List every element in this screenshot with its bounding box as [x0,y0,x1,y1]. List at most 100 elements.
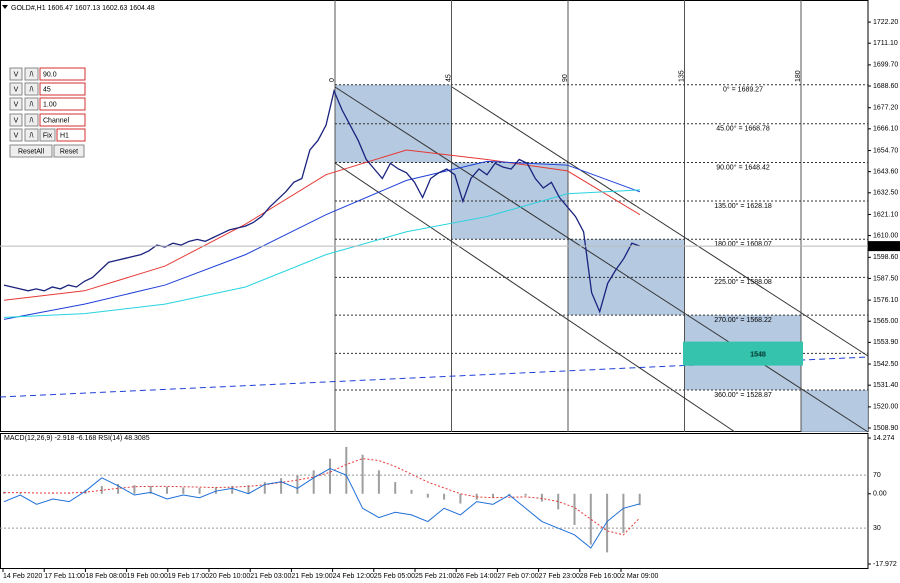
rsi-line [3,467,640,549]
moving-average [3,160,641,320]
up-button[interactable] [9,128,23,142]
down-button-label: /\ [30,86,34,93]
reset-button-label: Reset [60,148,78,155]
y-tick-label: 1565.00 [873,318,898,325]
up-button-label: V [14,132,19,139]
x-tick-label: 27 Feb 07:00 [497,573,538,580]
moving-average [3,149,641,301]
reset-button[interactable] [53,144,85,158]
down-button[interactable] [24,82,39,96]
param-field[interactable] [39,113,86,127]
channel-line [334,162,736,433]
x-tick-label: 28 Feb 16:00 [580,573,621,580]
level-label: 360.00° = 1528.87 [714,391,772,399]
x-tick-label: 18 Feb 08:00 [85,573,126,580]
y-tick-label: 14.274 [873,435,895,442]
down-button[interactable] [24,97,39,111]
indicator-frame [0,433,869,569]
level-label: 135.00° = 1628.18 [714,202,772,210]
y-tick-label: 1711.10 [873,40,898,47]
x-tick-label: 24 Feb 12:00 [333,573,374,580]
main-frame [0,0,869,432]
reset-all-button-label: ResetAll [18,148,45,155]
highlight-label: 1548 [750,351,766,358]
x-tick-label: 25 Feb 21:00 [415,573,456,580]
up-button[interactable] [9,113,23,127]
fix-button-label: Fix [43,132,53,139]
up-button-label: V [14,101,19,108]
fix-button[interactable] [39,128,56,142]
high: 1607.13 [75,5,100,12]
symbol: GOLD#,H1 [11,5,46,12]
x-tick-label: 21 Feb 03:00 [250,573,291,580]
up-button[interactable] [9,97,23,111]
y-tick-label: 1722.20 [873,19,898,26]
param-field[interactable] [39,82,86,96]
channel-line [334,86,869,433]
y-tick-label: 1654.70 [873,147,898,154]
signal-value: -6.168 [76,435,96,442]
x-tick-label: 27 Feb 23:00 [539,573,580,580]
level-label: 45.00° = 1668.78 [716,125,770,133]
y2-tick-label: 70 [873,472,881,479]
indicator-header: MACD(12,26,9) -2.918 -6.168 RSI(14) 48.3… [4,435,150,442]
y-tick-label: 1610.00 [873,232,898,239]
y2-tick-label: 30 [873,525,881,532]
y-tick-label: 1576.10 [873,297,898,304]
up-button[interactable] [9,82,23,96]
period-field[interactable] [56,128,86,142]
down-button-label: /\ [30,132,34,139]
y-tick-label: 1542.50 [873,361,898,368]
y-tick-label: 1632.50 [873,190,898,197]
price-tag [868,241,900,252]
param-field[interactable] [39,67,86,81]
macd-value: -2.918 [55,435,75,442]
param-field[interactable] [39,97,86,111]
param-field-label: 1.00 [43,101,57,108]
time-zone-label: 90 [562,74,569,82]
x-tick-label: 21 Feb 19:00 [291,573,332,580]
up-button-label: V [14,71,19,78]
param-field-label: 90.0 [43,71,57,78]
down-button[interactable] [24,128,39,142]
up-button[interactable] [9,67,23,81]
channel-line [451,86,869,357]
moving-average [3,189,640,318]
x-tick-label: 26 Feb 14:00 [456,573,497,580]
rsi-value: 48.3085 [124,435,149,442]
signal-line [4,458,641,536]
level-label: 0° = 1689.27 [723,86,763,94]
up-button-label: V [14,117,19,124]
time-zone-label: 135 [678,70,685,82]
param-field-label: 45 [43,86,51,93]
menu-arrow[interactable] [2,5,8,9]
price-line [3,88,641,314]
down-button-label: /\ [30,117,34,124]
x-tick-label: 25 Feb 05:00 [374,573,415,580]
y-tick-label: 1598.60 [873,254,898,261]
x-tick-label: 2 Mar 09:00 [621,573,658,580]
y-tick-label: 1677.20 [873,105,898,112]
time-zone-label: 0 [329,78,336,82]
param-field-label: Channel [43,117,70,124]
chart-header: GOLD#,H1 1606.47 1607.13 1602.63 1604.48 [11,5,155,12]
time-zone-label: 45 [445,74,452,82]
y-tick-label: 1587.50 [873,275,898,282]
y-tick-label: 1666.10 [873,126,898,133]
rsi-title: RSI(14) [98,435,122,442]
y-tick-label: 1531.40 [873,382,898,389]
y-tick-label: 0.00 [873,491,887,498]
x-tick-label: 20 Feb 10:00 [209,573,250,580]
open: 1606.47 [48,5,73,12]
down-button[interactable] [24,67,39,81]
period-field-label: H1 [60,132,69,139]
reset-all-button[interactable] [9,144,53,158]
x-tick-label: 17 Feb 11:00 [44,573,85,580]
level-label: 90.00° = 1648.42 [716,163,770,171]
level-label: 225.00° = 1588.08 [714,278,772,286]
highlight-box [683,341,803,366]
y-tick-label: 1688.60 [873,83,898,90]
down-button[interactable] [24,113,39,127]
